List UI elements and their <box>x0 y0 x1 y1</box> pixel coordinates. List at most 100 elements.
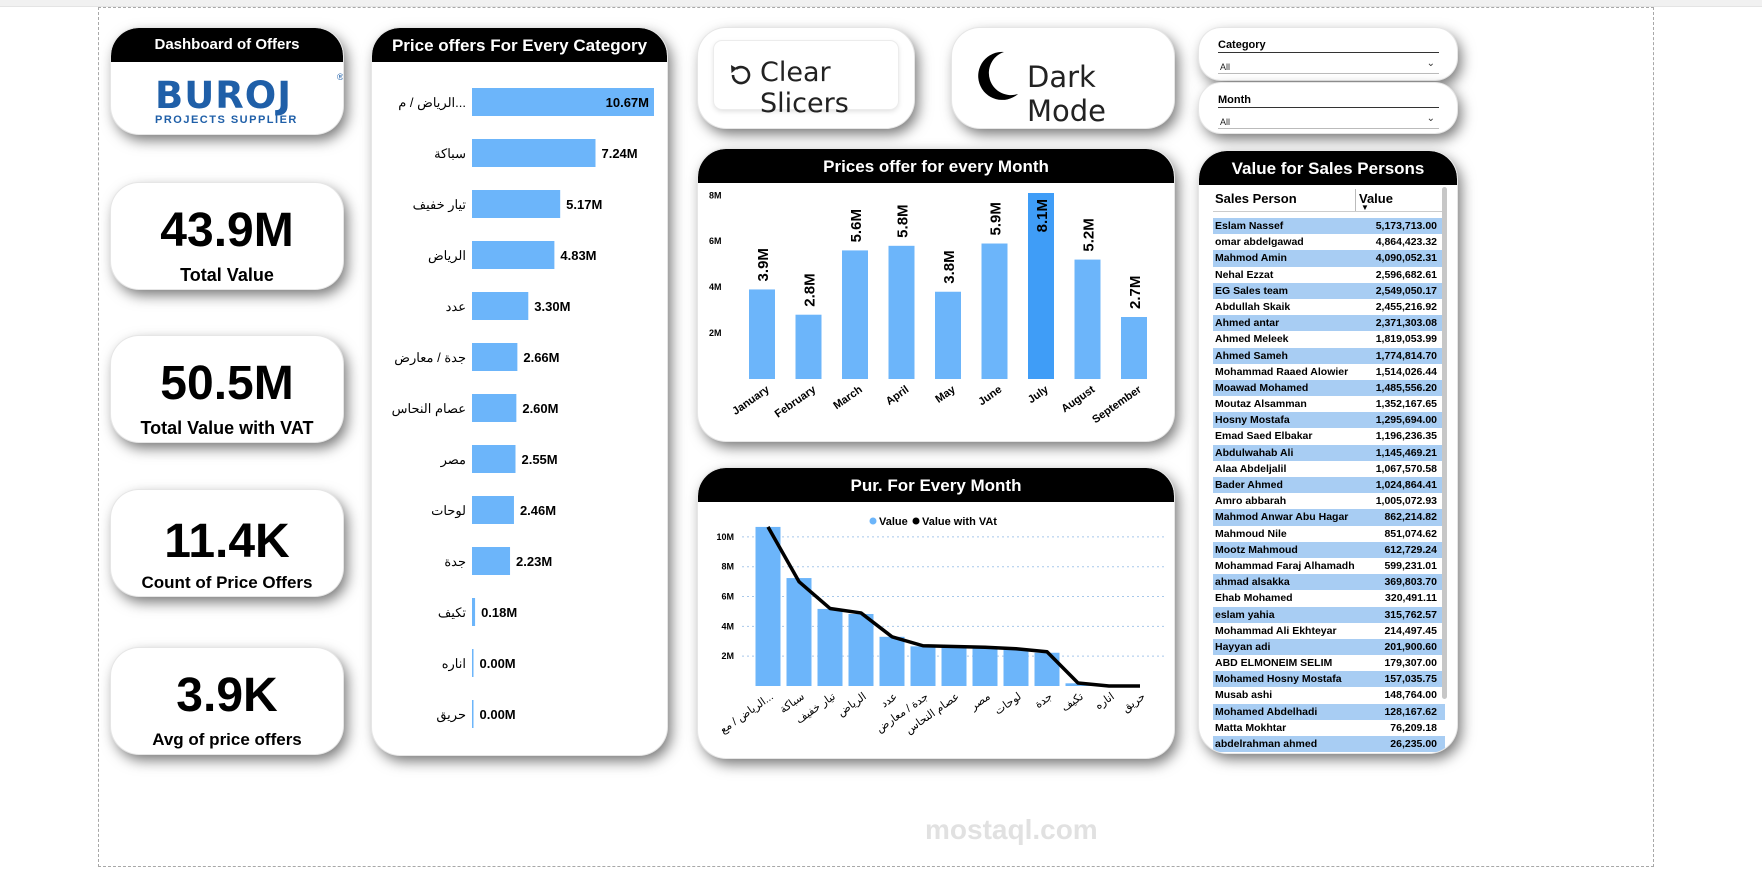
table-row[interactable]: Emad Saed Elbakar 1,196,236.35 <box>1213 428 1445 444</box>
month-bar[interactable] <box>795 314 822 379</box>
pur-bar[interactable] <box>786 578 812 686</box>
pur-bar[interactable] <box>879 636 905 686</box>
table-row[interactable]: Matta Mokhtar 76,209.18 <box>1213 720 1445 736</box>
table-row[interactable]: Ahmed Sameh 1,774,814.70 <box>1213 347 1445 364</box>
month-bar[interactable] <box>888 245 915 379</box>
chevron-down-icon[interactable]: ⌄ <box>1426 58 1435 69</box>
legend-value-marker <box>869 517 877 525</box>
table-row[interactable]: Mohammad Raaed Alowier 1,514,026.44 <box>1213 364 1445 380</box>
table-row[interactable]: Bader Ahmed 1,024,864.41 <box>1213 477 1445 494</box>
table-row[interactable]: ahmad alsakka 369,803.70 <box>1213 574 1445 591</box>
pur-combo-chart[interactable]: Value Value with VAt 2M 4M 6M 8M 10M الرياض / م… <box>698 502 1174 758</box>
pur-bar[interactable] <box>1034 652 1060 686</box>
vat-line[interactable] <box>766 526 1140 688</box>
category-bar[interactable] <box>472 547 511 575</box>
month-slicer[interactable]: Month All ⌄ <box>1199 83 1457 133</box>
category-slicer[interactable]: Category All ⌄ <box>1199 28 1457 80</box>
category-bar[interactable] <box>472 88 654 116</box>
category-bar[interactable] <box>472 343 518 371</box>
table-row[interactable]: Ahmed Meleek 1,819,053.99 <box>1213 331 1445 347</box>
sales-person-name: Moawad Mohamed <box>1215 381 1309 394</box>
table-row[interactable]: abdelrahman ahmed 26,235.00 <box>1213 736 1445 753</box>
sales-person-value: 1,005,072.93 <box>1375 495 1437 508</box>
month-axis-label: February <box>773 383 819 420</box>
category-slicer-value[interactable]: All <box>1220 62 1231 72</box>
table-scrollbar[interactable] <box>1442 187 1447 699</box>
category-bar[interactable] <box>472 394 517 422</box>
table-row[interactable]: Alaa Abdeljalil 1,067,570.58 <box>1213 461 1445 477</box>
table-row[interactable]: Moawad Mohamed 1,485,556.20 <box>1213 379 1445 397</box>
chevron-down-icon[interactable]: ⌄ <box>1426 113 1435 124</box>
table-row[interactable]: omar abdelgawad 4,864,423.32 <box>1213 234 1445 250</box>
table-row[interactable]: Mohammad Faraj Alhamadh 599,231.01 <box>1213 558 1445 574</box>
table-row[interactable]: Abdulwahab Ali 1,145,469.21 <box>1213 444 1445 461</box>
table-row[interactable]: Moutaz Alsamman 1,352,167.65 <box>1213 396 1445 412</box>
table-row[interactable]: Hosny Mostafa 1,295,694.00 <box>1213 412 1445 429</box>
pur-bar[interactable] <box>817 608 843 686</box>
pur-bar[interactable] <box>941 647 967 686</box>
table-row[interactable]: Mahmoud Nile 851,074.62 <box>1213 526 1445 542</box>
dark-mode-button[interactable]: Dark Mode <box>962 36 1162 128</box>
legend-vat-marker <box>912 517 920 525</box>
table-row[interactable]: Ahmed Alhafnawi24,712.20 <box>1213 752 1445 753</box>
category-bar[interactable] <box>472 139 596 167</box>
month-bar[interactable] <box>1121 317 1147 379</box>
pur-bar[interactable] <box>972 647 998 686</box>
y-tick-label: 8M <box>721 562 734 572</box>
pur-bar[interactable] <box>848 613 874 686</box>
sort-desc-icon[interactable]: ▼ <box>1361 203 1369 212</box>
table-row[interactable]: Mohammad Ali Ekhteyar 214,497.45 <box>1213 623 1445 639</box>
month-column-chart[interactable]: 2M 4M 6M 8M 3.9M January 2.8M February 5.6M March… <box>698 183 1174 441</box>
month-bar[interactable] <box>935 291 961 379</box>
table-row[interactable]: ABD ELMONEIM SELIM 179,307.00 <box>1213 655 1445 671</box>
category-data-label: 0.18M <box>481 605 517 620</box>
table-row[interactable]: Mohamed Hosny Mostafa 157,035.75 <box>1213 671 1445 688</box>
clear-slicers-button[interactable]: Clear Slicers <box>714 41 898 119</box>
category-bar-chart[interactable]: الرياض / م... 10.67M سباكة 7.24M تيار خفيف 5.… <box>372 62 667 752</box>
category-bar[interactable] <box>472 496 514 524</box>
pur-bar[interactable] <box>910 646 936 686</box>
month-bar[interactable] <box>981 243 1008 379</box>
y-tick-label: 4M <box>721 621 734 631</box>
sales-person-name: Ahmed Sameh <box>1215 349 1288 362</box>
month-bar[interactable] <box>842 250 868 379</box>
category-bar[interactable] <box>472 649 474 677</box>
table-row[interactable]: EG Sales team 2,549,050.17 <box>1213 282 1445 299</box>
table-row[interactable]: Musab ashi 148,764.00 <box>1213 687 1445 703</box>
col-header-value[interactable]: Value <box>1359 191 1393 206</box>
table-row[interactable]: eslam yahia 315,762.57 <box>1213 606 1445 623</box>
month-bar[interactable] <box>1074 259 1101 379</box>
table-row[interactable]: Ahmed antar 2,371,303.08 <box>1213 315 1445 332</box>
col-header-sales-person[interactable]: Sales Person <box>1215 191 1297 206</box>
table-row[interactable]: Amro abbarah 1,005,072.93 <box>1213 493 1445 509</box>
month-bar[interactable] <box>1028 193 1054 379</box>
table-row[interactable]: Mahmod Amin 4,090,052.31 <box>1213 250 1445 267</box>
category-bar[interactable] <box>472 292 529 320</box>
table-row[interactable]: Mootz Mahmoud 612,729.24 <box>1213 541 1445 558</box>
month-bar[interactable] <box>749 289 775 379</box>
logo-main-text: BUROJ <box>155 74 292 117</box>
category-data-label: 5.17M <box>566 197 602 212</box>
pur-bar[interactable] <box>755 526 781 686</box>
table-row[interactable]: Nehal Ezzat 2,596,682.61 <box>1213 267 1445 283</box>
month-slicer-value[interactable]: All <box>1220 117 1231 127</box>
sales-person-name: Mohamed Hosny Mostafa <box>1215 673 1342 686</box>
table-row[interactable]: Mahmod Anwar Abu Hagar 862,214.82 <box>1213 509 1445 526</box>
pur-axis-label: عصام النحاس <box>903 691 961 737</box>
table-row[interactable]: Ehab Mohamed 320,491.11 <box>1213 590 1445 606</box>
table-row[interactable]: Hayyan adi 201,900.60 <box>1213 638 1445 656</box>
pur-bar[interactable] <box>1003 649 1029 686</box>
category-bar[interactable] <box>472 190 561 218</box>
category-bar[interactable] <box>472 241 555 269</box>
category-axis-label: الرياض <box>428 248 466 264</box>
category-bar[interactable] <box>472 598 476 626</box>
category-data-label: 2.46M <box>520 503 556 518</box>
table-row[interactable]: Mohamed Abdelhadi 128,167.62 <box>1213 703 1445 720</box>
category-bar[interactable] <box>472 445 516 473</box>
category-bar[interactable] <box>472 700 474 728</box>
month-axis-label: August <box>1059 383 1097 415</box>
kpi-value: 43.9M <box>160 204 294 257</box>
table-row[interactable]: Abdullah Skaik 2,455,216.92 <box>1213 299 1445 315</box>
sales-person-name: Mahmod Anwar Abu Hagar <box>1215 511 1349 524</box>
table-row[interactable]: Eslam Nassef 5,173,713.00 <box>1213 218 1445 235</box>
